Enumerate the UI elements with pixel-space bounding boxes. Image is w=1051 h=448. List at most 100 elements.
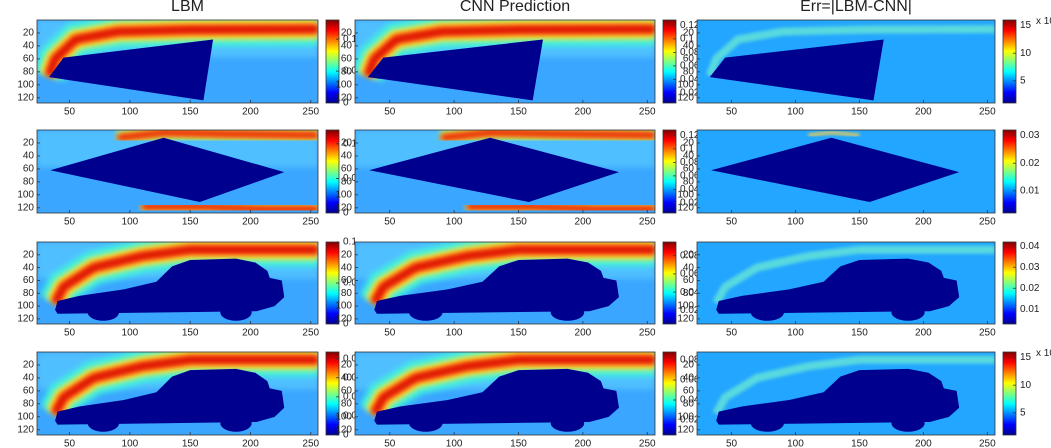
colorbar-tick-label: 0.02 <box>680 305 700 316</box>
colorbar-tick-label: 0 <box>343 208 349 219</box>
y-tick-label: 60 <box>23 164 35 175</box>
plot-frame <box>696 351 996 436</box>
obstacle-wheel <box>891 414 925 432</box>
x-tick-label: 150 <box>182 107 199 118</box>
x-tick-label: 50 <box>64 328 76 339</box>
colorbar <box>662 19 677 104</box>
error-band <box>706 25 995 78</box>
colorbar-tick-label: 0.08 <box>680 157 700 168</box>
y-tick-label: 40 <box>683 373 695 384</box>
obstacle <box>55 258 285 314</box>
error-band <box>712 245 995 305</box>
colorbar-tick-label: 0.1 <box>343 138 357 149</box>
plot-frame <box>696 19 996 104</box>
x-tick-label: 50 <box>726 107 738 118</box>
colorbar <box>662 351 677 436</box>
y-tick-label: 40 <box>23 41 35 52</box>
obstacle <box>50 137 285 202</box>
y-tick-label: 20 <box>23 249 35 260</box>
heatmap <box>355 242 655 324</box>
x-tick-label: 200 <box>242 217 259 228</box>
x-tick-label: 100 <box>122 328 139 339</box>
y-tick-label: 120 <box>677 202 694 213</box>
obstacle <box>55 368 285 425</box>
colorbar <box>662 129 677 214</box>
obstacle <box>716 368 960 425</box>
plot-frame <box>696 129 996 214</box>
flow-band <box>441 131 655 140</box>
plot-frame <box>696 241 996 325</box>
heatmap <box>37 242 318 324</box>
colorbar-tick-label: 0.05 <box>343 278 363 289</box>
y-tick-label: 80 <box>341 177 353 188</box>
y-tick-label: 80 <box>23 177 35 188</box>
y-tick-label: 100 <box>335 301 352 312</box>
y-tick-label: 40 <box>23 373 35 384</box>
x-tick-label: 100 <box>787 328 804 339</box>
x-tick-label: 50 <box>64 439 76 448</box>
heatmap <box>697 130 995 213</box>
plot-frame <box>36 351 319 436</box>
plot-frame <box>354 129 656 214</box>
x-tick-label: 150 <box>851 439 868 448</box>
x-tick-label: 200 <box>915 107 932 118</box>
obstacle-wheel <box>891 304 925 321</box>
x-tick-label: 150 <box>182 328 199 339</box>
x-tick-label: 100 <box>122 107 139 118</box>
x-tick-label: 100 <box>446 439 463 448</box>
flow-band <box>372 247 655 305</box>
colorbar-tick-label: 0.02 <box>680 415 700 426</box>
x-tick-label: 250 <box>979 328 996 339</box>
y-tick-label: 20 <box>683 360 695 371</box>
colorbar-tick-label: 0.12 <box>680 130 700 141</box>
y-tick-label: 80 <box>683 399 695 410</box>
y-tick-label: 60 <box>341 164 353 175</box>
plot-frame <box>354 241 656 325</box>
x-tick-label: 50 <box>726 328 738 339</box>
x-tick-label: 50 <box>384 107 396 118</box>
colorbar-tick-label: 0.1 <box>343 237 357 248</box>
y-tick-label: 120 <box>335 314 352 325</box>
obstacle <box>374 258 619 314</box>
flow-band <box>46 26 318 77</box>
colorbar-tick-label: 0.08 <box>343 353 363 364</box>
colorbar <box>325 19 340 104</box>
y-tick-label: 60 <box>683 164 695 175</box>
y-tick-label: 60 <box>23 54 35 65</box>
y-tick-label: 80 <box>341 67 353 78</box>
colorbar <box>662 241 677 325</box>
obstacle-wheel <box>409 304 443 321</box>
y-tick-label: 120 <box>17 202 34 213</box>
flow-band <box>141 205 318 211</box>
y-tick-label: 60 <box>341 54 353 65</box>
x-tick-label: 250 <box>979 217 996 228</box>
x-tick-label: 100 <box>122 439 139 448</box>
y-tick-label: 120 <box>677 314 694 325</box>
colorbar-tick-label: 0.08 <box>680 47 700 58</box>
colorbar-tick-label: 0.02 <box>343 411 363 422</box>
y-tick-label: 20 <box>341 138 353 149</box>
panel: Err=|LBM-CNN|50 100 150 200 2502040608010012… <box>677 0 1051 118</box>
flow-band <box>365 26 655 77</box>
x-tick-label: 100 <box>446 328 463 339</box>
x-tick-label: 150 <box>510 439 527 448</box>
colorbar-tick-label: 0.08 <box>680 355 700 366</box>
y-tick-label: 20 <box>341 360 353 371</box>
flow-band <box>52 247 318 305</box>
plot-frame <box>354 19 656 104</box>
obstacle <box>369 137 619 202</box>
colorbar-tick-label: 0.1 <box>343 34 357 45</box>
heatmap <box>697 352 995 435</box>
flow-band <box>52 357 318 415</box>
x-tick-label: 150 <box>851 107 868 118</box>
colorbar-tick-label: 0.04 <box>680 395 700 406</box>
colorbar-tick-label: 0.03 <box>1020 130 1040 141</box>
y-tick-label: 80 <box>23 399 35 410</box>
